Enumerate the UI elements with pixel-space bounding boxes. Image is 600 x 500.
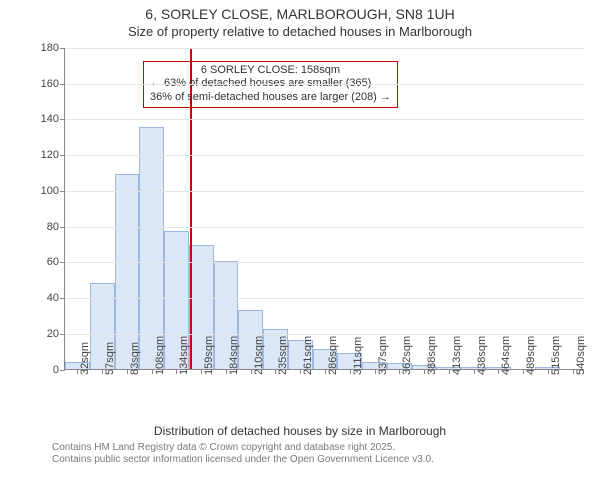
x-tick-label: 261sqm bbox=[302, 336, 314, 375]
x-tick-label: 184sqm bbox=[228, 336, 240, 375]
x-tick-label: 362sqm bbox=[401, 336, 413, 375]
x-tick-label: 134sqm bbox=[178, 336, 190, 375]
y-gridline bbox=[65, 48, 584, 49]
x-tick-label: 57sqm bbox=[104, 342, 116, 375]
footer: Contains HM Land Registry data © Crown c… bbox=[0, 438, 600, 467]
x-tick-mark bbox=[375, 369, 376, 374]
x-tick-mark bbox=[251, 369, 252, 374]
x-tick-mark bbox=[474, 369, 475, 374]
x-tick-label: 464sqm bbox=[500, 336, 512, 375]
y-tick-label: 40 bbox=[47, 292, 65, 304]
x-tick-label: 489sqm bbox=[525, 336, 537, 375]
x-tick-mark bbox=[226, 369, 227, 374]
bar bbox=[139, 127, 164, 369]
y-gridline bbox=[65, 191, 584, 192]
y-gridline bbox=[65, 298, 584, 299]
x-tick-label: 32sqm bbox=[79, 342, 91, 375]
x-tick-label: 235sqm bbox=[277, 336, 289, 375]
y-tick-label: 80 bbox=[47, 221, 65, 233]
x-tick-label: 286sqm bbox=[327, 336, 339, 375]
y-gridline bbox=[65, 227, 584, 228]
y-tick-label: 100 bbox=[41, 185, 65, 197]
chart-title-line1: 6, SORLEY CLOSE, MARLBOROUGH, SN8 1UH bbox=[0, 0, 600, 24]
y-tick-label: 140 bbox=[41, 113, 65, 125]
x-tick-label: 337sqm bbox=[377, 336, 389, 375]
y-tick-label: 20 bbox=[47, 328, 65, 340]
x-tick-mark bbox=[152, 369, 153, 374]
y-gridline bbox=[65, 155, 584, 156]
y-tick-label: 60 bbox=[47, 256, 65, 268]
callout-line1: 6 SORLEY CLOSE: 158sqm bbox=[150, 64, 391, 78]
x-tick-label: 515sqm bbox=[550, 336, 562, 375]
x-tick-mark bbox=[573, 369, 574, 374]
x-tick-label: 159sqm bbox=[203, 336, 215, 375]
x-tick-mark bbox=[127, 369, 128, 374]
y-tick-label: 120 bbox=[41, 149, 65, 161]
plot-area: 6 SORLEY CLOSE: 158sqm ← 63% of detached… bbox=[64, 48, 584, 370]
x-tick-mark bbox=[102, 369, 103, 374]
x-tick-label: 438sqm bbox=[476, 336, 488, 375]
y-tick-label: 0 bbox=[53, 364, 65, 376]
y-gridline bbox=[65, 84, 584, 85]
footer-line2: Contains public sector information licen… bbox=[52, 454, 590, 467]
x-tick-label: 210sqm bbox=[253, 336, 265, 375]
callout-line3: 36% of semi-detached houses are larger (… bbox=[150, 91, 391, 105]
y-gridline bbox=[65, 262, 584, 263]
bar bbox=[115, 174, 140, 369]
x-tick-label: 540sqm bbox=[575, 336, 587, 375]
x-tick-mark bbox=[325, 369, 326, 374]
y-gridline bbox=[65, 334, 584, 335]
footer-line1: Contains HM Land Registry data © Crown c… bbox=[52, 442, 590, 455]
x-tick-mark bbox=[449, 369, 450, 374]
chart-area: Number of detached properties 6 SORLEY C… bbox=[0, 44, 600, 422]
x-axis-title: Distribution of detached houses by size … bbox=[0, 424, 600, 438]
x-tick-mark bbox=[424, 369, 425, 374]
x-tick-label: 108sqm bbox=[154, 336, 166, 375]
x-tick-label: 83sqm bbox=[129, 342, 141, 375]
x-tick-mark bbox=[548, 369, 549, 374]
x-tick-label: 311sqm bbox=[352, 336, 364, 374]
x-tick-mark bbox=[350, 369, 351, 374]
x-tick-label: 413sqm bbox=[451, 336, 463, 375]
chart-title-line2: Size of property relative to detached ho… bbox=[0, 24, 600, 44]
x-tick-label: 388sqm bbox=[426, 336, 438, 375]
y-gridline bbox=[65, 119, 584, 120]
x-tick-mark bbox=[523, 369, 524, 374]
y-tick-label: 160 bbox=[41, 78, 65, 90]
y-tick-label: 180 bbox=[41, 42, 65, 54]
